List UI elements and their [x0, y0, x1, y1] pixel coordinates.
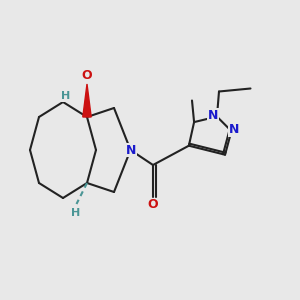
Text: N: N: [208, 109, 218, 122]
Text: O: O: [82, 69, 92, 82]
Text: H: H: [71, 208, 80, 218]
Text: H: H: [61, 91, 70, 101]
Polygon shape: [83, 84, 91, 117]
Text: O: O: [148, 198, 158, 212]
Text: N: N: [229, 123, 240, 136]
Text: N: N: [126, 143, 136, 157]
